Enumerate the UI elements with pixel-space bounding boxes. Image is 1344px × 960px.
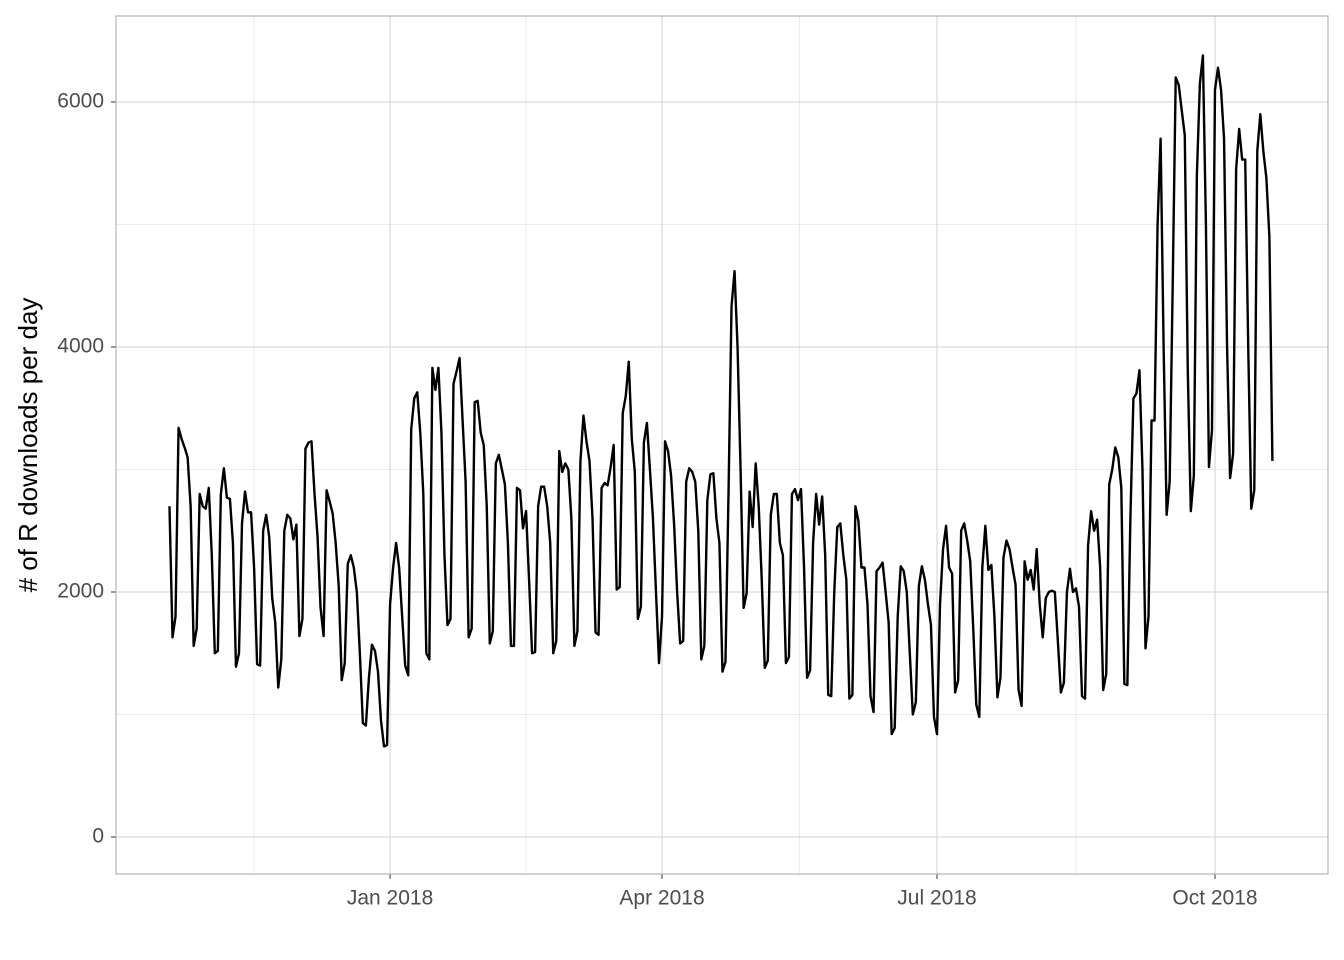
y-tick-label: 0 — [92, 825, 104, 848]
y-tick-label: 6000 — [57, 90, 104, 113]
data-line — [168, 54, 1274, 748]
y-tick-label: 2000 — [57, 580, 104, 603]
x-tick-label: Jul 2018 — [897, 887, 976, 910]
panel-border — [115, 15, 1329, 875]
x-tick-label: Apr 2018 — [619, 887, 704, 910]
x-tick-label: Oct 2018 — [1172, 887, 1257, 910]
y-tick-label: 4000 — [57, 335, 104, 358]
y-axis-label: # of R downloads per day — [13, 298, 43, 593]
x-tick-label: Jan 2018 — [347, 887, 433, 910]
